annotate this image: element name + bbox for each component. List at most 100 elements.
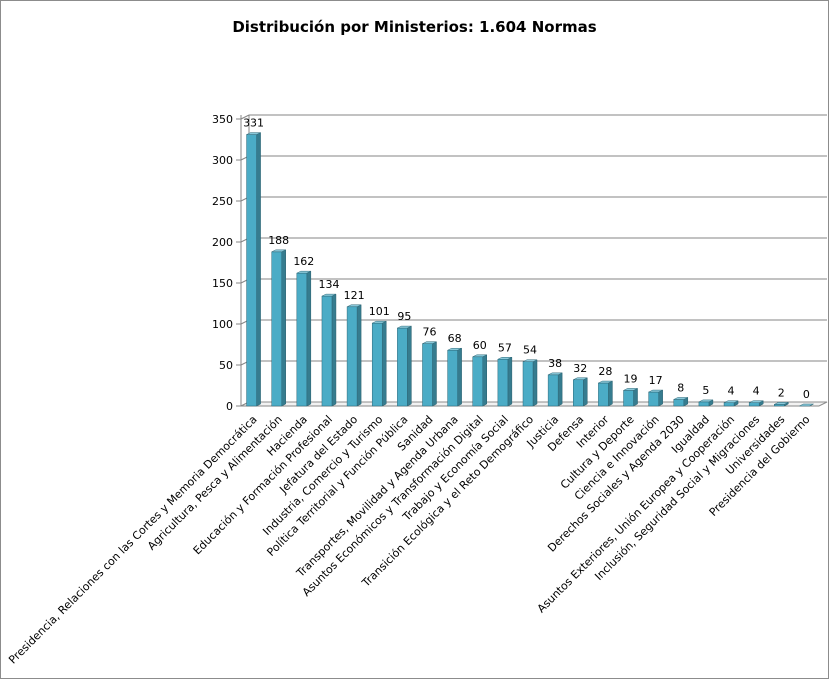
bar-top xyxy=(723,400,739,403)
bar xyxy=(723,400,739,407)
y-tick-label: 200 xyxy=(212,236,233,249)
bar-side xyxy=(432,341,437,407)
bar-front xyxy=(648,391,659,407)
bar-top xyxy=(397,325,412,329)
data-label: 60 xyxy=(473,339,487,352)
y-tick-label: 100 xyxy=(212,318,233,331)
bar xyxy=(522,359,538,407)
y-tick-label: 0 xyxy=(226,400,233,413)
data-label: 76 xyxy=(422,326,436,339)
bar xyxy=(371,320,387,407)
data-label: 19 xyxy=(624,372,638,385)
bar xyxy=(573,377,588,407)
data-label: 17 xyxy=(649,374,663,387)
bar-front xyxy=(246,134,257,407)
bar-top xyxy=(623,388,638,391)
y-tick-label: 300 xyxy=(212,154,233,167)
bar-top xyxy=(246,132,261,135)
x-tick-label: Presidencia, Relaciones con las Cortes y… xyxy=(6,413,260,667)
bar-side xyxy=(557,372,563,407)
bar-side xyxy=(306,270,312,407)
bar xyxy=(648,389,663,407)
bar-top xyxy=(774,402,789,405)
bar-front xyxy=(321,295,333,407)
data-label: 57 xyxy=(498,341,512,354)
bar-top xyxy=(346,304,362,308)
data-label: 0 xyxy=(803,388,810,401)
bar-top xyxy=(698,399,714,403)
data-label: 68 xyxy=(448,332,462,345)
bar xyxy=(472,354,487,407)
data-label: 5 xyxy=(702,384,709,397)
bar-front xyxy=(447,349,458,407)
bar-front xyxy=(422,343,433,407)
data-label: 121 xyxy=(344,289,365,302)
bar-front xyxy=(673,399,685,407)
bar-top xyxy=(447,347,462,351)
gridline xyxy=(240,114,827,120)
y-tick-label: 50 xyxy=(219,359,233,372)
data-label: 331 xyxy=(243,117,264,130)
bar-side xyxy=(633,388,638,407)
bar-side xyxy=(381,320,387,407)
bar-side xyxy=(256,132,261,407)
bar-top xyxy=(321,293,337,297)
bar-front xyxy=(497,359,509,407)
bar-side xyxy=(457,347,462,407)
bar-front xyxy=(598,382,609,407)
gridline xyxy=(240,155,827,161)
bar-side xyxy=(532,359,538,407)
bar xyxy=(246,132,261,407)
bar xyxy=(598,380,613,407)
data-label: 2 xyxy=(778,386,785,399)
bar-top xyxy=(749,400,764,403)
x-tick-labels: Presidencia, Relaciones con las Cortes y… xyxy=(6,413,813,667)
bar-top xyxy=(648,389,663,393)
data-label: 54 xyxy=(523,344,537,357)
bar-side xyxy=(583,377,588,407)
bar xyxy=(271,249,286,407)
bar-front xyxy=(623,390,634,407)
bar-side xyxy=(658,389,663,407)
bar xyxy=(673,397,689,407)
bar-front xyxy=(698,401,710,407)
data-label: 188 xyxy=(268,234,289,247)
bar-front xyxy=(723,402,735,407)
chart-title: Distribución por Ministerios: 1.604 Norm… xyxy=(232,18,597,36)
bar xyxy=(547,372,563,407)
bar-top xyxy=(573,377,588,381)
bar-front xyxy=(371,322,383,407)
data-label: 134 xyxy=(318,278,339,291)
bar xyxy=(397,325,412,407)
data-label: 32 xyxy=(573,362,587,375)
y-tick-label: 250 xyxy=(212,195,233,208)
bar-front xyxy=(397,327,408,407)
bar-front xyxy=(522,361,534,407)
bar-top xyxy=(372,320,387,324)
data-label: 4 xyxy=(728,385,735,398)
bar-top xyxy=(548,372,563,376)
bar xyxy=(422,341,437,407)
bars xyxy=(246,132,814,407)
bar xyxy=(698,399,714,407)
bar-top xyxy=(673,397,688,400)
bar-front xyxy=(346,306,358,407)
gridline xyxy=(240,196,827,202)
data-label: 28 xyxy=(598,365,612,378)
data-label: 8 xyxy=(677,381,684,394)
data-label: 4 xyxy=(753,385,760,398)
bar xyxy=(774,401,789,407)
bar-top xyxy=(598,380,613,384)
bar-front xyxy=(472,356,483,407)
data-label: 95 xyxy=(397,310,411,323)
bar-top xyxy=(799,403,814,407)
bar xyxy=(623,388,638,407)
bar xyxy=(447,347,462,407)
bar xyxy=(748,400,764,407)
bar-top xyxy=(497,357,512,360)
bar-top xyxy=(522,359,538,362)
bar-side xyxy=(356,304,362,407)
bar-side xyxy=(407,325,412,407)
